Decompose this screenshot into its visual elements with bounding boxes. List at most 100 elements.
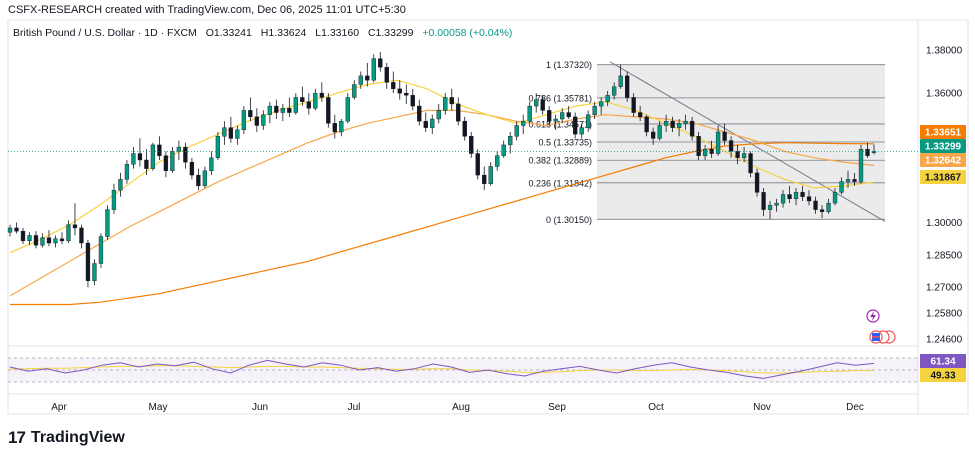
candle: [624, 71, 630, 102]
candle: [599, 97, 604, 115]
candle: [306, 93, 311, 115]
candle: [767, 200, 773, 220]
trendline[interactable]: [609, 61, 886, 222]
candle: [72, 203, 78, 236]
candle: [131, 147, 136, 169]
rsi-ma-line: [10, 365, 874, 374]
candle: [754, 168, 760, 197]
price-axis[interactable]: 1.380001.360001.340001.320001.300001.285…: [926, 46, 963, 346]
candle: [566, 106, 571, 120]
candle: [300, 86, 305, 107]
flag-events-icon[interactable]: [869, 330, 896, 344]
candle: [339, 119, 344, 137]
time-tick: Dec: [846, 402, 864, 413]
candle: [787, 185, 792, 204]
candle: [553, 114, 558, 130]
candle: [852, 172, 857, 186]
svg-text:1.33651: 1.33651: [925, 128, 962, 139]
candle: [475, 149, 480, 180]
price-axis-label: 1.33651: [920, 125, 966, 139]
symbol-name[interactable]: British Pound / U.S. Dollar · 1D · FXCM: [13, 27, 197, 39]
candle: [326, 93, 331, 128]
candle: [254, 108, 260, 132]
candle: [845, 170, 851, 189]
candle: [118, 172, 123, 197]
price-tick: 1.36000: [926, 89, 963, 100]
candle: [7, 224, 13, 237]
candle: [508, 131, 513, 154]
time-tick: Sep: [548, 402, 566, 413]
candle: [637, 106, 643, 122]
candle: [313, 88, 318, 111]
price-tick: 1.25800: [926, 309, 963, 320]
alert-icon[interactable]: [866, 309, 880, 323]
candle: [579, 123, 584, 139]
candle: [404, 84, 409, 104]
candle: [196, 168, 201, 191]
candle: [124, 159, 130, 184]
candle: [436, 103, 441, 124]
candle: [358, 71, 363, 89]
candle: [46, 230, 52, 247]
candle: [189, 157, 195, 180]
candle: [456, 97, 461, 126]
rsi-ma-value-label: 49.33: [920, 368, 966, 382]
candle: [670, 116, 675, 132]
candle: [605, 90, 610, 107]
candle: [215, 131, 221, 160]
time-tick: Nov: [753, 402, 771, 413]
candle: [560, 108, 565, 124]
candle: [423, 112, 428, 132]
svg-text:1.32642: 1.32642: [925, 156, 962, 167]
candle: [267, 101, 272, 124]
candle: [501, 140, 506, 158]
candle: [79, 224, 84, 249]
candle: [40, 233, 45, 248]
candle: [176, 140, 182, 160]
time-axis[interactable]: Apr May Jun Jul Aug Sep Oct Nov Dec: [51, 402, 864, 413]
ohlc-open: O1.33241: [205, 27, 252, 39]
candlesticks: [7, 52, 918, 288]
candle: [793, 188, 799, 206]
price-tick: 1.27000: [926, 283, 963, 294]
main-pane-border: [7, 19, 969, 415]
price-axis-label: 1.31867: [920, 170, 966, 184]
candle: [592, 101, 597, 120]
candle: [774, 198, 779, 212]
tradingview-brand[interactable]: 17 TradingView: [8, 428, 125, 448]
candle: [650, 127, 656, 145]
candle: [33, 231, 39, 249]
candle: [469, 131, 474, 158]
candle: [280, 103, 285, 122]
fib-level-label: 1 (1.37320): [546, 60, 592, 70]
ohlc-change: +0.00058 (+0.04%): [422, 27, 513, 39]
downtrend-line: [609, 61, 886, 222]
candle: [27, 232, 32, 246]
candle: [495, 151, 500, 171]
candle: [482, 166, 487, 191]
price-tick: 1.24600: [926, 335, 963, 346]
candle: [832, 188, 838, 206]
candle: [345, 93, 350, 124]
candle: [689, 116, 695, 141]
candle: [534, 93, 539, 113]
candle: [657, 121, 662, 141]
fib-level-label: 0.382 (1.32889): [528, 156, 592, 166]
candle: [137, 138, 143, 167]
tradingview-logo: 17: [8, 428, 26, 447]
candle: [865, 142, 870, 158]
candle: [111, 183, 117, 214]
candle: [741, 147, 747, 163]
candle: [241, 106, 247, 135]
candle: [462, 116, 467, 141]
chart-credit: CSFX-RESEARCH created with TradingView.c…: [8, 4, 406, 16]
candle: [663, 114, 669, 132]
candle: [800, 185, 805, 201]
fib-level-label: 0.5 (1.33735): [538, 137, 592, 147]
price-labels: 1.33651 1.33299 1.32642 1.31867: [920, 125, 966, 184]
candle: [780, 190, 786, 208]
candle: [761, 188, 766, 217]
candle: [209, 151, 214, 176]
candle: [871, 144, 877, 155]
